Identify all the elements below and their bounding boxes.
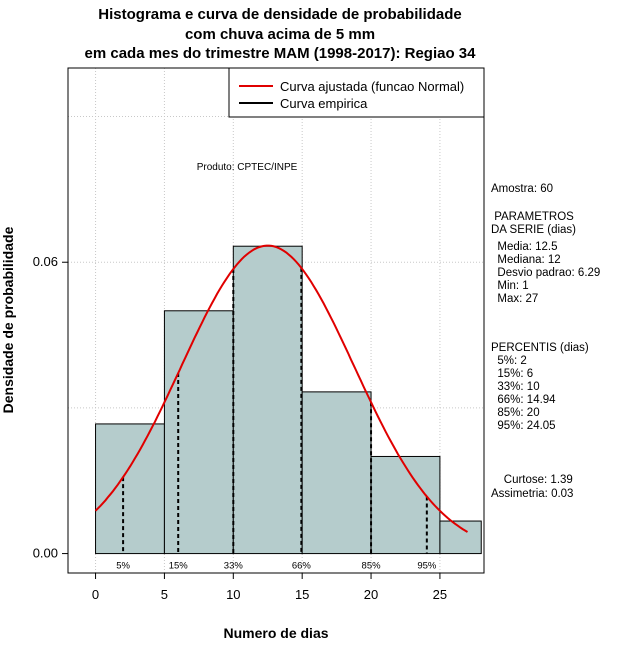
stat-curtose: Curtose: 1.39 bbox=[491, 474, 573, 486]
x-tick-label: 15 bbox=[295, 587, 309, 602]
chart-title-line-2: com chuva acima de 5 mm bbox=[184, 26, 376, 43]
x-tick-label: 20 bbox=[364, 587, 378, 602]
histogram-bar bbox=[439, 520, 482, 555]
histogram-bar bbox=[370, 455, 441, 555]
percentile-label: 66% bbox=[292, 561, 312, 572]
y-axis-label: Densidade de probabilidade bbox=[0, 226, 16, 413]
percentile-label: 33% bbox=[224, 561, 244, 572]
legend-label: Curva empirica bbox=[280, 96, 368, 111]
percentile-label: 95% bbox=[417, 561, 437, 572]
curve-layer bbox=[94, 244, 469, 533]
percentile-layer: 5% 15% 33% 66% 85% 95% bbox=[116, 267, 437, 572]
y-tick-label: 0.00 bbox=[33, 546, 58, 561]
y-tick-label: 0.06 bbox=[33, 254, 58, 269]
axes-layer: 0 5 10 15 20 25 0.00 0.06 bbox=[33, 254, 447, 602]
chart-title-line-1: Histograma e curva de densidade de proba… bbox=[98, 6, 462, 23]
x-tick-label: 5 bbox=[161, 587, 168, 602]
bars-layer bbox=[95, 245, 482, 555]
histogram-bar bbox=[163, 310, 234, 555]
x-axis-label: Numero de dias bbox=[223, 625, 328, 641]
stat-assimetria: Assimetria: 0.03 bbox=[491, 488, 574, 500]
histogram-bar bbox=[95, 423, 165, 555]
normal-fit-curve bbox=[94, 244, 469, 533]
percentile-label: 85% bbox=[362, 561, 382, 572]
x-tick-label: 0 bbox=[92, 587, 99, 602]
legend-box bbox=[228, 67, 485, 118]
stat-percentis-title: PERCENTIS (dias) bbox=[491, 342, 589, 354]
legend-layer: Curva ajustada (funcao Normal) Curva empi… bbox=[228, 67, 485, 118]
stat-percentis: 5%: 2 15%: 6 33%: 10 66%: 14.94 85%: 20 … bbox=[497, 355, 556, 432]
stat-params-title: PARAMETROS DA SERIE (dias) bbox=[491, 211, 576, 236]
percentile-label: 5% bbox=[116, 561, 130, 572]
histogram-bar bbox=[301, 391, 372, 555]
legend-label: Curva ajustada (funcao Normal) bbox=[280, 79, 464, 94]
histogram-bar bbox=[232, 245, 303, 555]
product-annotation: Produto: CPTEC/INPE bbox=[197, 162, 298, 173]
percentile-label: 15% bbox=[169, 561, 189, 572]
stat-amostra: Amostra: 60 bbox=[491, 183, 553, 195]
stat-params: Media: 12.5 Mediana: 12 Desvio padrao: 6… bbox=[497, 241, 601, 305]
chart-title-line-3: em cada mes do trimestre MAM (1998-2017)… bbox=[84, 45, 476, 62]
x-tick-label: 10 bbox=[226, 587, 240, 602]
x-tick-label: 25 bbox=[433, 587, 447, 602]
